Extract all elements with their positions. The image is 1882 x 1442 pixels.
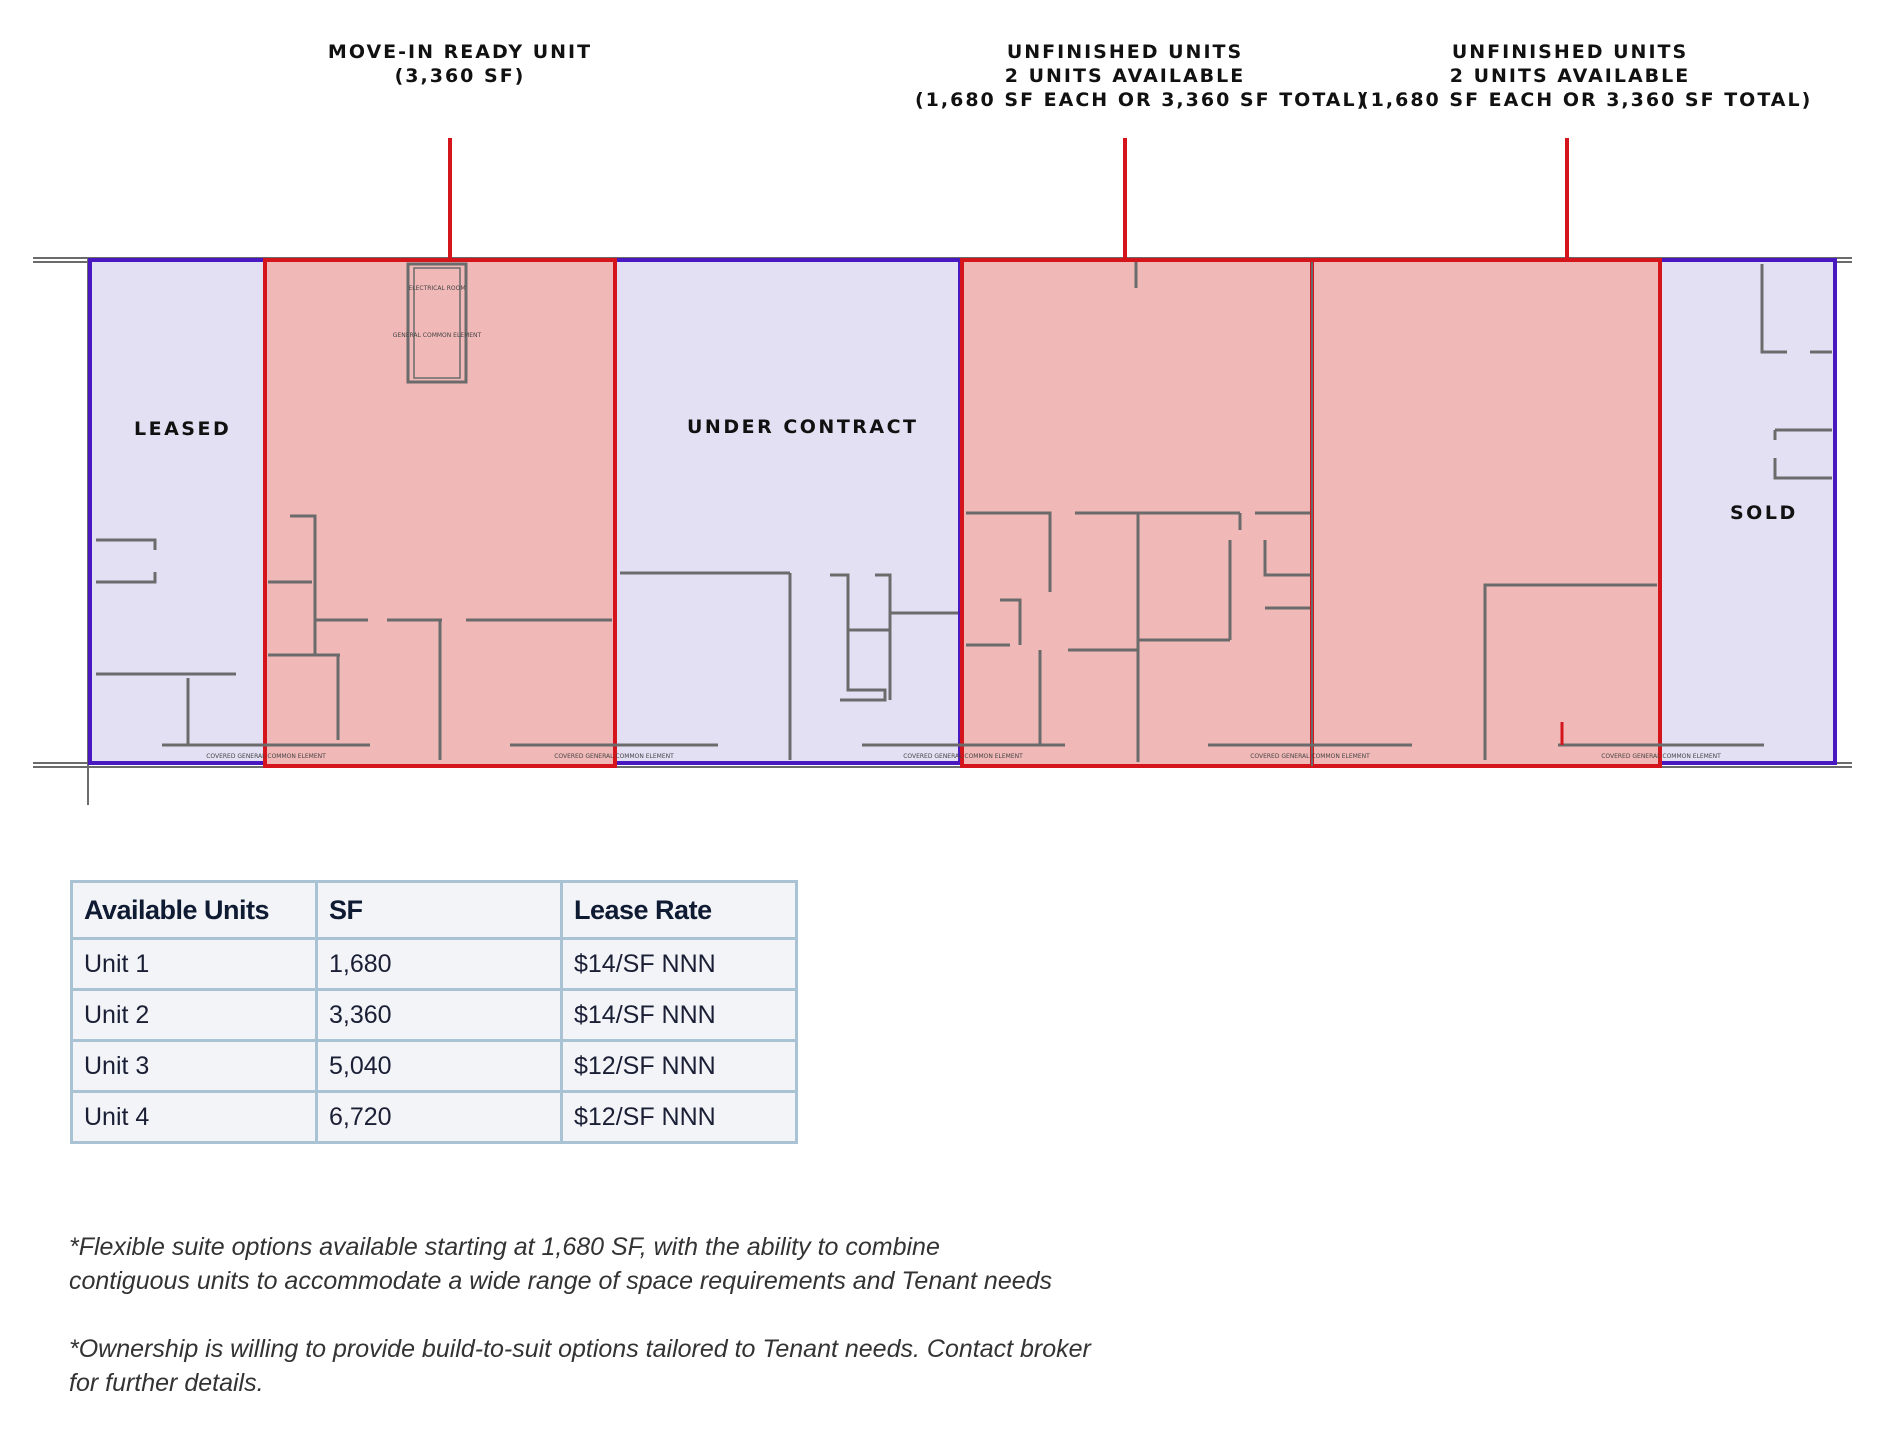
note-line: contiguous units to accommodate a wide r… xyxy=(69,1267,1053,1295)
table-row: Unit 3 5,040 $12/SF NNN xyxy=(70,1039,798,1093)
unit-sf: 3,360 xyxy=(315,988,563,1042)
unit-name: Unit 1 xyxy=(70,937,318,991)
callout-title: UNFINISHED UNITS xyxy=(1006,41,1244,63)
covered-common-label-1: COVERED GENERAL COMMON ELEMENT xyxy=(206,753,326,760)
leased-label: LEASED xyxy=(134,418,232,440)
general-common-label: GENERAL COMMON ELEMENT xyxy=(393,332,482,339)
header-lease-rate: Lease Rate xyxy=(560,880,798,940)
covered-common-label-5: COVERED GENERAL COMMON ELEMENT xyxy=(1601,753,1721,760)
callout-size: (1,680 SF EACH OR 3,360 SF TOTAL) xyxy=(1360,89,1813,111)
unit-sf: 5,040 xyxy=(315,1039,563,1093)
suite-sold xyxy=(1658,258,1837,765)
note-line: *Ownership is willing to provide build-t… xyxy=(69,1335,1091,1363)
callout-title: MOVE-IN READY UNIT xyxy=(327,41,593,63)
build-to-suit-note: *Ownership is willing to provide build-t… xyxy=(69,1332,1091,1400)
note-line: for further details. xyxy=(69,1369,264,1397)
interior-walls xyxy=(96,262,1832,766)
flexible-suite-note: *Flexible suite options available starti… xyxy=(69,1230,1052,1298)
callout-title: UNFINISHED UNITS xyxy=(1451,41,1689,63)
table-header-row: Available Units SF Lease Rate xyxy=(70,880,798,940)
covered-common-label-2: COVERED GENERAL COMMON ELEMENT xyxy=(554,753,674,760)
unit-name: Unit 4 xyxy=(70,1090,318,1144)
callout-unfinished-left: UNFINISHED UNITS 2 UNITS AVAILABLE (1,68… xyxy=(915,40,1368,112)
covered-common-label-4: COVERED GENERAL COMMON ELEMENT xyxy=(1250,753,1370,760)
unit-rate: $12/SF NNN xyxy=(560,1090,798,1144)
unit-name: Unit 2 xyxy=(70,988,318,1042)
callout-size: (1,680 SF EACH OR 3,360 SF TOTAL) xyxy=(915,89,1368,111)
callout-availability: 2 UNITS AVAILABLE xyxy=(1004,65,1246,87)
unit-sf: 6,720 xyxy=(315,1090,563,1144)
electrical-room-label: ELECTRICAL ROOM xyxy=(408,285,465,292)
unit-sf: 1,680 xyxy=(315,937,563,991)
unit-rate: $14/SF NNN xyxy=(560,988,798,1042)
covered-common-label-3: COVERED GENERAL COMMON ELEMENT xyxy=(903,753,1023,760)
suite-under-contract xyxy=(613,258,962,765)
header-sf: SF xyxy=(315,880,563,940)
under-contract-label: UNDER CONTRACT xyxy=(687,416,919,438)
callout-availability: 2 UNITS AVAILABLE xyxy=(1449,65,1691,87)
floor-plan: ELECTRICAL ROOM GENERAL COMMON ELEMENT C… xyxy=(33,138,1852,805)
suite-leased xyxy=(88,258,267,765)
header-available-units: Available Units xyxy=(70,880,318,940)
callout-unfinished-right: UNFINISHED UNITS 2 UNITS AVAILABLE (1,68… xyxy=(1360,40,1813,112)
table-row: Unit 4 6,720 $12/SF NNN xyxy=(70,1090,798,1144)
table-row: Unit 1 1,680 $14/SF NNN xyxy=(70,937,798,991)
sold-label: SOLD xyxy=(1730,502,1798,524)
table-row: Unit 2 3,360 $14/SF NNN xyxy=(70,988,798,1042)
callout-size: (3,360 SF) xyxy=(394,65,526,87)
unit-rate: $12/SF NNN xyxy=(560,1039,798,1093)
unit-rate: $14/SF NNN xyxy=(560,937,798,991)
note-line: *Flexible suite options available starti… xyxy=(69,1233,940,1261)
unit-name: Unit 3 xyxy=(70,1039,318,1093)
callout-move-in-ready: MOVE-IN READY UNIT (3,360 SF) xyxy=(310,40,610,88)
callout-lines xyxy=(448,138,1569,260)
available-units-table: Available Units SF Lease Rate Unit 1 1,6… xyxy=(70,880,798,1144)
